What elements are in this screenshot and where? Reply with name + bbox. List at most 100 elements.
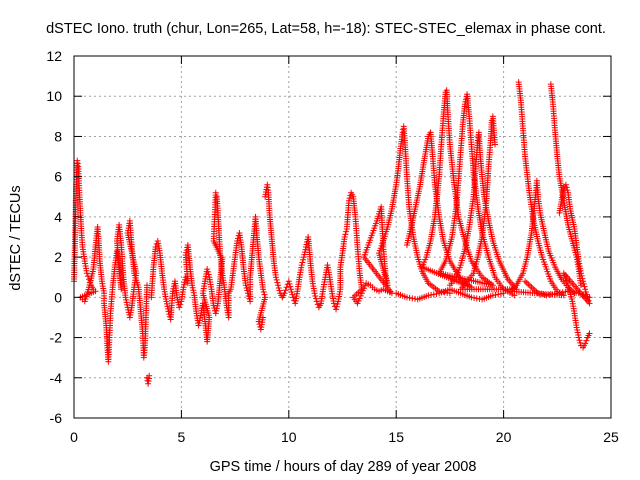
data-point (468, 294, 475, 301)
data-point (430, 291, 437, 298)
data-point (181, 281, 188, 288)
data-point (357, 292, 364, 299)
x-tick-label: 20 (496, 429, 512, 445)
data-point (124, 301, 131, 308)
data-point (300, 254, 307, 261)
data-point (575, 332, 582, 339)
data-point (285, 278, 292, 285)
data-point (355, 297, 362, 304)
data-point (286, 280, 293, 287)
data-point (543, 292, 550, 299)
data-point (302, 246, 309, 253)
data-point (548, 291, 555, 298)
data-point (421, 259, 428, 266)
data-point (500, 290, 507, 297)
data-point (554, 290, 561, 297)
data-point (83, 270, 90, 277)
data-point (422, 256, 429, 263)
data-point (586, 294, 593, 301)
data-point (495, 291, 502, 298)
data-point (300, 256, 307, 263)
data-point (177, 301, 184, 308)
data-point (573, 289, 580, 296)
data-point (492, 141, 499, 148)
data-point (418, 264, 425, 271)
data-point (551, 290, 558, 297)
data-point (313, 295, 320, 302)
data-point (564, 187, 571, 194)
chart-title: dSTEC Iono. truth (chur, Lon=265, Lat=58… (46, 21, 606, 37)
data-point (182, 252, 189, 259)
data-point (234, 238, 241, 245)
data-point (301, 251, 308, 258)
y-tick-label: 2 (54, 249, 62, 265)
data-point (579, 275, 586, 282)
data-point (333, 306, 340, 313)
data-point (577, 282, 584, 289)
data-point (573, 324, 580, 331)
y-tick-label: 6 (54, 169, 62, 185)
data-point (260, 288, 267, 295)
data-point (580, 280, 587, 287)
data-point (122, 294, 129, 301)
data-point (163, 298, 170, 305)
data-point (346, 195, 353, 202)
data-point (273, 276, 280, 283)
data-point (298, 262, 305, 269)
data-point (210, 302, 217, 309)
data-point (196, 319, 203, 326)
data-point (497, 290, 504, 297)
data-point (546, 291, 553, 298)
y-tick-label: -2 (50, 330, 63, 346)
data-point (341, 234, 348, 240)
data-point (578, 272, 585, 279)
data-point (165, 308, 172, 315)
data-point (299, 259, 306, 266)
data-point (312, 292, 319, 299)
data-point (281, 290, 288, 297)
data-point (358, 290, 365, 297)
data-point (556, 289, 563, 296)
data-point (334, 301, 341, 308)
data-point (562, 181, 569, 188)
data-point (288, 288, 295, 295)
data-point (213, 305, 220, 312)
data-point (330, 300, 337, 307)
data-point (433, 290, 440, 297)
data-point (290, 294, 297, 301)
axis-ticks: -6 -4 -2 0 2 4 6 8 10 12 0 5 10 15 20 25 (46, 48, 619, 445)
data-point (174, 296, 181, 303)
data-point (195, 322, 202, 329)
data-point (152, 244, 159, 251)
data-point (425, 292, 432, 299)
data-point (570, 289, 577, 296)
data-point (243, 284, 250, 291)
data-point (577, 270, 584, 277)
data-point (260, 286, 267, 293)
data-point (255, 318, 262, 325)
data-point (275, 284, 282, 291)
data-point (189, 284, 196, 291)
plot-frame (73, 55, 612, 419)
data-point (274, 279, 281, 286)
data-point (311, 290, 318, 297)
data-point (359, 287, 366, 294)
data-point (582, 286, 589, 293)
x-tick-label: 25 (603, 429, 619, 445)
data-point (74, 157, 81, 164)
data-point (356, 295, 363, 302)
x-tick-label: 15 (388, 429, 404, 445)
data-point (276, 287, 283, 294)
data-point (574, 329, 581, 336)
data-point (420, 261, 427, 268)
data-point (174, 294, 181, 301)
x-tick-label: 5 (178, 429, 186, 445)
data-point (272, 274, 279, 281)
data-point (204, 268, 211, 275)
data-point (242, 282, 249, 289)
data-point (409, 295, 416, 302)
data-point (212, 310, 219, 317)
data-point (163, 300, 170, 307)
data-point (563, 184, 570, 191)
